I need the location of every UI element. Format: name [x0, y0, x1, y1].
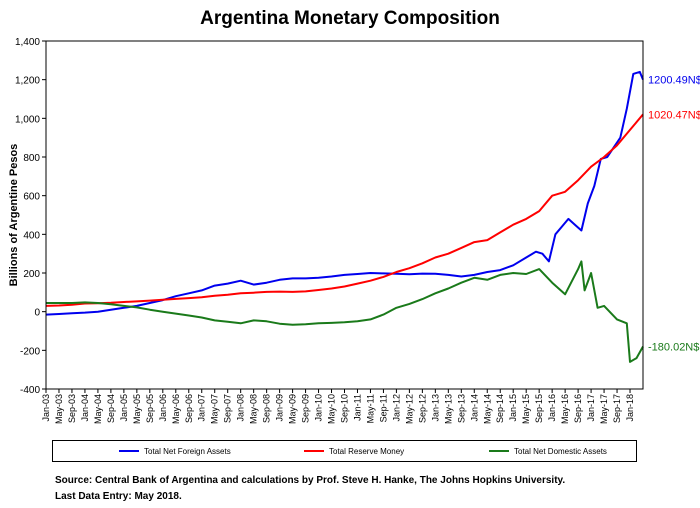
y-tick-label: 0: [34, 308, 40, 319]
x-tick-label: Sep-12: [417, 394, 427, 423]
x-tick-label: May-17: [599, 394, 609, 424]
x-tick-label: Sep-10: [340, 394, 350, 423]
x-tick-label: Jan-03: [41, 394, 51, 422]
x-tick-label: Jan-14: [469, 394, 479, 422]
y-tick-label: 1,400: [15, 37, 40, 48]
x-tick-label: May-09: [288, 394, 298, 424]
x-tick-label: Sep-13: [456, 394, 466, 423]
x-tick-label: May-15: [521, 394, 531, 424]
x-tick-label: May-07: [210, 394, 220, 424]
legend: Total Net Foreign Assets Total Reserve Mo…: [52, 440, 637, 462]
x-tick-label: Sep-17: [612, 394, 622, 423]
x-tick-label: Jan-08: [236, 394, 246, 422]
y-tick-label: 200: [23, 269, 40, 280]
x-tick-label: Jan-09: [275, 394, 285, 422]
series-end-label: 1020.47N$: [648, 109, 700, 121]
x-tick-label: Sep-04: [106, 394, 116, 423]
x-tick-label: May-03: [54, 394, 64, 424]
chart-title: Argentina Monetary Composition: [200, 8, 500, 29]
legend-entry: Total Reserve Money: [329, 447, 404, 456]
y-tick-label: 800: [23, 153, 40, 164]
x-tick-label: Jan-17: [586, 394, 596, 422]
x-tick-label: Sep-08: [262, 394, 272, 423]
y-tick-label: 1,200: [15, 76, 40, 87]
x-tick-label: Jan-06: [158, 394, 168, 422]
x-tick-label: May-12: [404, 394, 414, 424]
x-tick-label: Jan-10: [314, 394, 324, 422]
legend-entry: Total Net Foreign Assets: [144, 447, 231, 456]
x-tick-label: Jan-07: [197, 394, 207, 422]
series-line-2: [46, 260, 644, 363]
x-tick-label: May-16: [560, 394, 570, 424]
y-tick-label: -200: [20, 346, 40, 357]
y-axis-label: Billions of Argentine Pesos: [8, 144, 20, 287]
x-tick-label: May-11: [365, 394, 375, 423]
y-tick-label: 600: [23, 192, 40, 203]
x-tick-label: Jan-11: [352, 394, 362, 421]
x-tick-label: Jan-04: [80, 394, 90, 422]
x-tick-label: Sep-06: [184, 394, 194, 423]
x-tick-label: May-04: [93, 394, 103, 424]
plot-frame: [45, 40, 644, 390]
last-data-entry: Last Data Entry: May 2018.: [55, 491, 182, 502]
x-tick-label: May-10: [327, 394, 337, 424]
x-tick-label: Jan-05: [119, 394, 129, 422]
x-tick-label: Jan-15: [508, 394, 518, 422]
legend-entry: Total Net Domestic Assets: [514, 447, 607, 456]
source-line: Source: Central Bank of Argentina and ca…: [55, 475, 566, 486]
x-tick-label: Jan-12: [391, 394, 401, 422]
y-tick-label: 1,000: [15, 114, 40, 125]
x-tick-label: Sep-11: [378, 394, 388, 422]
source-note: Source: Central Bank of Argentina and ca…: [55, 473, 565, 505]
x-tick-label: Jan-16: [547, 394, 557, 422]
x-tick-label: Sep-07: [223, 394, 233, 423]
x-tick-label: Sep-09: [301, 394, 311, 423]
x-tick-label: Sep-14: [495, 394, 505, 423]
y-tick-label: 400: [23, 230, 40, 241]
x-tick-label: Jan-18: [625, 394, 635, 422]
x-tick-label: Sep-15: [534, 394, 544, 423]
series-line-1: [45, 113, 644, 307]
x-tick-label: Sep-16: [573, 394, 583, 423]
x-tick-label: Jan-13: [430, 394, 440, 422]
x-tick-label: May-05: [132, 394, 142, 424]
series-end-label: 1200.49N$: [648, 75, 700, 87]
x-tick-label: May-13: [443, 394, 453, 424]
x-tick-label: May-08: [249, 394, 259, 424]
x-tick-label: Sep-05: [145, 394, 155, 423]
series-line-0: [45, 70, 644, 316]
series-end-label: -180.02N$: [648, 341, 699, 353]
x-tick-label: Sep-03: [67, 394, 77, 423]
x-tick-label: May-14: [482, 394, 492, 424]
y-tick-label: -400: [20, 385, 40, 396]
x-tick-label: May-06: [171, 394, 181, 424]
